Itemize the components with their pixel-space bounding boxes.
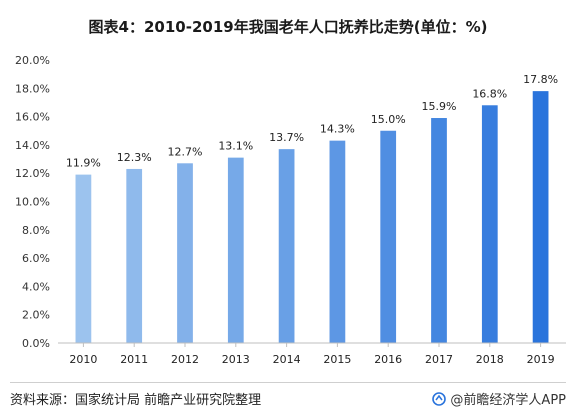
bar-2010 bbox=[75, 174, 92, 343]
x-tick-label-2012: 2012 bbox=[171, 353, 199, 366]
data-label-2014: 13.7% bbox=[269, 131, 304, 144]
data-label-2012: 12.7% bbox=[168, 145, 203, 158]
x-axis: 2010 2011 2012 2013 2014 2015 2016 2017 2018 2019 bbox=[58, 342, 566, 366]
y-tick-label: 10.0% bbox=[15, 196, 50, 209]
data-label-2010: 11.9% bbox=[66, 157, 101, 170]
y-tick-label: 2.0% bbox=[22, 309, 50, 322]
x-tick-label-2019: 2019 bbox=[527, 353, 555, 366]
brand-text: @前瞻经济学人APP bbox=[450, 393, 566, 408]
data-label-2016: 15.0% bbox=[371, 113, 406, 126]
data-label-2015: 14.3% bbox=[320, 123, 355, 136]
bar-2011 bbox=[126, 168, 143, 343]
bar-2017 bbox=[431, 118, 447, 343]
data-label-2019: 17.8% bbox=[523, 73, 558, 86]
data-label-2017: 15.9% bbox=[422, 100, 457, 113]
y-tick-label: 0.0% bbox=[22, 337, 50, 350]
y-tick-label: 4.0% bbox=[22, 280, 50, 293]
x-tick-label-2013: 2013 bbox=[222, 353, 250, 366]
x-tick-label-2016: 2016 bbox=[374, 353, 402, 366]
x-tick-label-2015: 2015 bbox=[323, 353, 351, 366]
y-tick-label: 8.0% bbox=[22, 224, 50, 237]
y-tick-label: 16.0% bbox=[15, 111, 50, 124]
y-tick-label: 6.0% bbox=[22, 252, 50, 265]
bar-2015 bbox=[329, 140, 346, 343]
x-tick-label-2018: 2018 bbox=[476, 353, 504, 366]
y-tick-label: 18.0% bbox=[15, 82, 50, 95]
y-tick-label: 20.0% bbox=[15, 54, 50, 67]
footer: 资料来源：国家统计局 前瞻产业研究院整理 @前瞻经济学人APP bbox=[10, 383, 566, 408]
bars: 11.9% 12.3% 12.7% 13.1% 13.7% 14.3% 15.0% 15.9%… bbox=[66, 73, 558, 343]
x-tick-label-2017: 2017 bbox=[425, 353, 453, 366]
x-tick-label-2010: 2010 bbox=[69, 353, 97, 366]
bar-2019 bbox=[532, 91, 549, 343]
y-tick-label: 14.0% bbox=[15, 139, 50, 152]
chart-title: 图表4：2010-2019年我国老年人口抚养比走势(单位：%) bbox=[88, 18, 488, 36]
y-tick-label: 12.0% bbox=[15, 167, 50, 180]
bar-2012 bbox=[177, 163, 193, 343]
bar-2016 bbox=[380, 130, 397, 343]
bar-2018 bbox=[481, 105, 498, 343]
bar-2013 bbox=[227, 157, 244, 343]
data-label-2013: 13.1% bbox=[218, 140, 253, 153]
x-tick-label-2014: 2014 bbox=[273, 353, 301, 366]
brand-logo-icon bbox=[432, 391, 447, 406]
bar-chart: 0.0% 2.0% 4.0% 6.0% 8.0% 10.0% 12.0% 14.0% 16.0%… bbox=[15, 54, 566, 366]
brand-credit: @前瞻经济学人APP bbox=[432, 389, 566, 408]
x-tick-label-2011: 2011 bbox=[120, 353, 148, 366]
data-label-2011: 12.3% bbox=[117, 151, 152, 164]
data-label-2018: 16.8% bbox=[472, 87, 507, 100]
source-note: 资料来源：国家统计局 前瞻产业研究院整理 bbox=[10, 393, 262, 408]
bar-2014 bbox=[278, 149, 295, 343]
footer-divider bbox=[10, 382, 566, 383]
y-axis: 0.0% 2.0% 4.0% 6.0% 8.0% 10.0% 12.0% 14.0% 16.0%… bbox=[15, 54, 50, 350]
